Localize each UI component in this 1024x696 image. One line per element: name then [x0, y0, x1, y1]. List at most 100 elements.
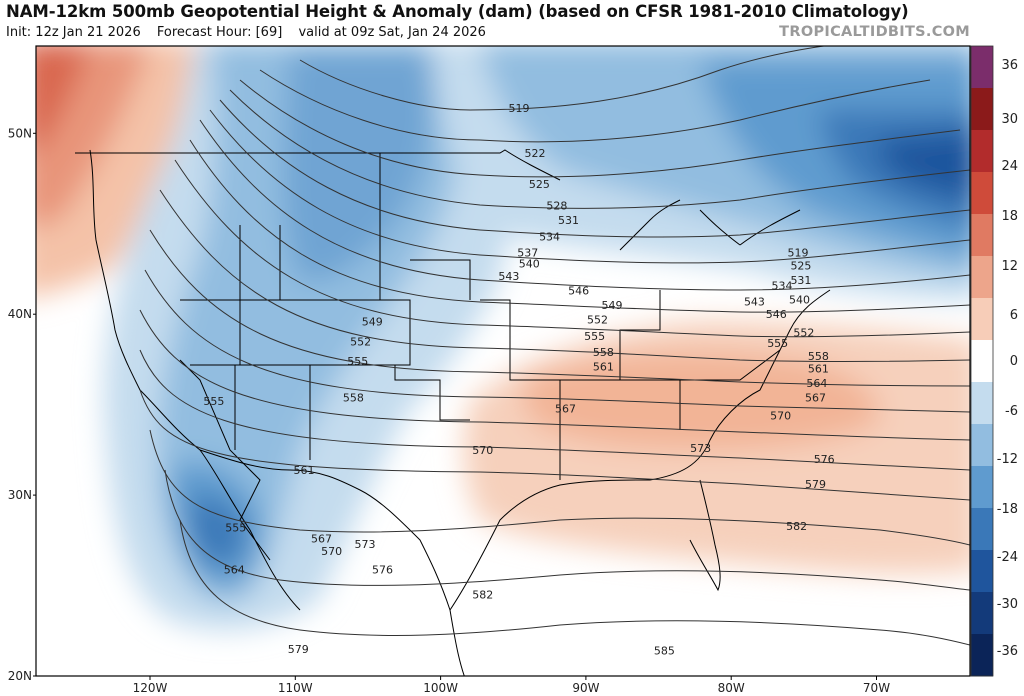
- colorbar-segment: [971, 214, 993, 257]
- colorbar-label: 12: [1001, 259, 1018, 274]
- contour-label: 525: [529, 178, 550, 191]
- map-title: NAM-12km 500mb Geopotential Height & Ano…: [6, 2, 909, 21]
- colorbar-segment: [971, 46, 993, 89]
- colorbar-label: -30: [997, 597, 1018, 612]
- contour-label: 570: [472, 444, 493, 457]
- lon-axis-label: 90W: [572, 681, 599, 695]
- contour-label: 570: [321, 545, 342, 558]
- contour-label: 555: [203, 395, 224, 408]
- lon-axis-label: 80W: [718, 681, 745, 695]
- colorbar-label: -6: [1005, 404, 1018, 419]
- colorbar-segment: [971, 508, 993, 551]
- colorbar-label: 0: [1010, 354, 1018, 369]
- contour-label: 585: [654, 645, 675, 658]
- colorbar-label: 36: [1001, 58, 1018, 73]
- contour-label: 546: [766, 308, 787, 321]
- colorbar-segment: [971, 550, 993, 593]
- contour-label: 573: [355, 538, 376, 551]
- init-time: Init: 12z Jan 21 2026: [6, 25, 141, 40]
- lat-axis-label: 40N: [8, 307, 32, 321]
- colorbar-segment: [971, 340, 993, 383]
- contour-label: 579: [805, 478, 826, 491]
- contour-label: 558: [593, 346, 614, 359]
- contour-label: 534: [539, 230, 560, 243]
- contour-label: 519: [509, 102, 530, 115]
- colorbar-segment: [971, 172, 993, 215]
- contour-label: 549: [362, 315, 383, 328]
- colorbar-label: -24: [997, 550, 1018, 565]
- forecast-hour: Forecast Hour: [69]: [156, 25, 283, 40]
- colorbar-label: -36: [997, 644, 1018, 659]
- colorbar-label: 24: [1001, 159, 1018, 174]
- colorbar-segment: [971, 382, 993, 425]
- contour-label: 534: [772, 279, 793, 292]
- contour-label: 531: [790, 274, 811, 287]
- contour-label: 531: [558, 214, 579, 227]
- colorbar-segment: [971, 130, 993, 173]
- colorbar-segment: [971, 634, 993, 677]
- contour-label: 540: [519, 258, 540, 271]
- lat-axis-label: 30N: [8, 488, 32, 502]
- contour-label: 555: [347, 355, 368, 368]
- contour-label: 546: [568, 285, 589, 298]
- contour-label: 519: [788, 247, 809, 260]
- contour-label: 567: [805, 391, 826, 404]
- contour-label: 561: [808, 362, 829, 375]
- anomaly-shading: [36, 46, 970, 676]
- contour-label: 543: [498, 270, 519, 283]
- contour-label: 552: [793, 326, 814, 339]
- contour-label: 537: [517, 247, 538, 260]
- contour-label: 573: [690, 442, 711, 455]
- lat-axis-label: 20N: [8, 669, 32, 683]
- contour-label: 567: [311, 533, 332, 546]
- axis-label-layer: 120W 110W 100W 90W 80W 70W 50N 40N 30N 20N: [8, 126, 890, 695]
- colorbar: 36 30 24 18 12 6 0 -6 -12 -18 -24 -30 -36: [970, 45, 1018, 677]
- lon-axis-label: 110W: [278, 681, 313, 695]
- colorbar-label: -12: [997, 452, 1018, 467]
- contour-label: 567: [555, 402, 576, 415]
- contour-label: 576: [372, 563, 393, 576]
- valid-time: valid at 09z Sat, Jan 24 2026: [298, 25, 486, 40]
- contour-label: 558: [343, 391, 364, 404]
- height-contours: [139, 46, 970, 646]
- colorbar-segment: [971, 256, 993, 299]
- colorbar-label: -18: [997, 502, 1018, 517]
- lon-axis-label: 100W: [423, 681, 458, 695]
- contour-label: 576: [814, 453, 835, 466]
- lon-axis-label: 70W: [863, 681, 890, 695]
- contour-label-layer: 5195225255285315345375405435465495525555…: [203, 102, 834, 658]
- contour-label: 543: [744, 296, 765, 309]
- contour-label: 564: [806, 377, 827, 390]
- contour-label: 579: [288, 643, 309, 656]
- contour-label: 528: [546, 200, 567, 213]
- contour-label: 522: [525, 147, 546, 160]
- contour-label: 552: [587, 314, 608, 327]
- contour-label: 555: [225, 522, 246, 535]
- contour-label: 561: [294, 464, 315, 477]
- contour-label: 525: [790, 259, 811, 272]
- colorbar-segment: [971, 424, 993, 467]
- contour-label: 582: [786, 520, 807, 533]
- map-border: [35, 45, 971, 677]
- colorbar-label: 18: [1001, 209, 1018, 224]
- contour-label: 582: [472, 589, 493, 602]
- colorbar-label: 6: [1010, 308, 1018, 323]
- contour-label: 540: [789, 294, 810, 307]
- contour-label: 561: [593, 361, 614, 374]
- map-subtitle: Init: 12z Jan 21 2026 Forecast Hour: [69…: [6, 25, 498, 40]
- contour-label: 570: [770, 410, 791, 423]
- contour-label: 555: [767, 337, 788, 350]
- lat-axis-label: 50N: [8, 126, 32, 140]
- colorbar-segment: [971, 466, 993, 509]
- colorbar-segment: [971, 298, 993, 341]
- colorbar-frame: [970, 45, 994, 677]
- lon-axis-label: 120W: [133, 681, 168, 695]
- contour-label: 564: [224, 563, 245, 576]
- contour-label: 552: [350, 335, 371, 348]
- brand-watermark: TROPICALTIDBITS.COM: [779, 24, 970, 40]
- colorbar-label: 30: [1001, 112, 1018, 127]
- colorbar-segment: [971, 592, 993, 635]
- colorbar-segment: [971, 88, 993, 131]
- contour-label: 558: [808, 350, 829, 363]
